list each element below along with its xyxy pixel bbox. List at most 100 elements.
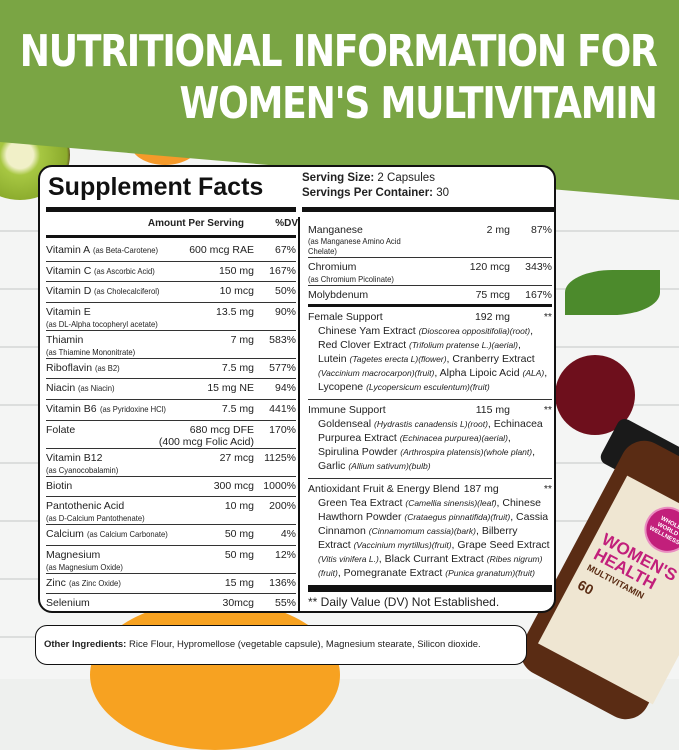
table-row: Molybdenum 75 mcg 167% <box>308 286 552 307</box>
nutrient-label: Folate <box>46 423 76 436</box>
nutrient-name: Magnesium (as Magnesium Oxide) <box>46 549 184 573</box>
blend-dv: ** <box>543 403 552 416</box>
table-row: Pantothenic Acid (as D-Calcium Pantothena… <box>46 497 296 526</box>
amount-note: (400 mcg Folic Acid) <box>158 435 254 448</box>
nutrient-source: (as Selenium Amino Acid Chelate) <box>46 610 162 611</box>
table-row: Vitamin B6 (as Pyridoxine HCl) 7.5 mg 441% <box>46 400 296 421</box>
blend-ingredients: Chinese Yam Extract (Dioscorea oppositif… <box>318 324 548 393</box>
nutrient-label: Vitamin D <box>46 285 92 298</box>
nutrient-source: (as Chromium Picolinate) <box>308 274 394 284</box>
nutrient-label: Molybdenum <box>308 289 369 301</box>
nutrient-name: Niacin (as Niacin) <box>46 382 184 394</box>
nutrient-label: Selenium <box>46 597 90 610</box>
nutrient-source: (as Manganese Amino Acid Chelate) <box>308 236 401 256</box>
table-row: Magnesium (as Magnesium Oxide) 50 mg 12% <box>46 546 296 574</box>
nutrient-source: (as D-Calcium Pantothenate) <box>46 513 145 524</box>
table-row: Chromium (as Chromium Picolinate) 120 mcg… <box>308 258 552 286</box>
nutrient-list-left: Vitamin A (as Beta-Carotene) 600 mcg RAE 6… <box>46 241 296 611</box>
blend-header: Female Support 192 mg ** <box>308 310 552 324</box>
footnote: ** Daily Value (DV) Not Established. <box>308 595 500 609</box>
nutrient-dv: 343% <box>525 261 552 273</box>
nutrient-name: Thiamin (as Thiamine Mononitrate) <box>46 334 184 358</box>
blend-amount: 115 mg <box>475 403 510 416</box>
blend-block: Immune Support 115 mg ** Goldenseal (Hydras… <box>308 400 552 479</box>
nutrient-label: Vitamin B12 <box>46 451 103 464</box>
title-line-2: WOMEN'S MULTIVITAMIN <box>179 78 658 129</box>
nutrient-dv: 90% <box>274 305 296 318</box>
nutrient-source: (as Thiamine Mononitrate) <box>46 346 136 357</box>
nutrient-amount: 30mcg <box>222 597 254 610</box>
nutrient-amount: 15 mg <box>224 576 254 589</box>
nutrient-amount: 27 mcg <box>219 451 254 464</box>
nutrient-dv: 1125% <box>264 451 296 464</box>
nutrient-name: Zinc (as Zinc Oxide) <box>46 577 184 589</box>
nutrient-amount: 15 mg NE <box>207 382 254 395</box>
nutrient-amount: 10 mcg <box>219 285 254 298</box>
nutrient-source: (as Beta-Carotene) <box>92 245 158 255</box>
nutrient-list-right: Manganese (as Manganese Amino Acid Chelat… <box>308 221 552 585</box>
nutrient-name: Vitamin D (as Cholecalciferol) <box>46 285 184 297</box>
nutrient-label: Niacin <box>46 382 76 395</box>
nutrient-name: Folate <box>46 424 134 436</box>
page-title: NUTRITIONAL INFORMATION FOR WOMEN'S MULT… <box>20 26 658 130</box>
panel-title: Supplement Facts <box>48 173 264 201</box>
table-row: Selenium (as Selenium Amino Acid Chelate… <box>46 594 296 611</box>
supplement-facts-panel: Supplement Facts Serving Size: 2 Capsule… <box>38 165 556 613</box>
blend-amount: 187 mg <box>463 482 499 495</box>
nutrient-amount: 2 mg <box>486 224 510 236</box>
nutrient-dv: 200% <box>269 500 296 513</box>
blend-name: Antioxidant Fruit & Energy Blend <box>308 482 460 495</box>
table-row: Manganese (as Manganese Amino Acid Chelat… <box>308 221 552 258</box>
column-headers: Amount Per Serving %DV <box>46 218 302 234</box>
nutrient-name: Riboflavin (as B2) <box>46 362 184 374</box>
nutrient-label: Thiamin <box>46 333 84 346</box>
nutrient-dv: 50% <box>274 285 296 298</box>
nutrient-name: Vitamin A (as Beta-Carotene) <box>46 244 184 256</box>
nutrient-name: Vitamin C (as Ascorbic Acid) <box>46 265 184 277</box>
divider <box>302 207 554 212</box>
table-row: Vitamin D (as Cholecalciferol) 10 mcg 50% <box>46 282 296 303</box>
nutrient-label: Vitamin B6 <box>46 402 97 415</box>
blend-dv: ** <box>543 482 552 495</box>
serving-info: Serving Size: 2 Capsules Servings Per Co… <box>302 171 449 201</box>
nutrient-dv: 136% <box>269 576 296 589</box>
serving-size-value: 2 Capsules <box>377 172 435 184</box>
other-ingredients-label: Other Ingredients: <box>44 639 127 650</box>
blend-header: Immune Support 115 mg ** <box>308 403 552 417</box>
blend-amount: 192 mg <box>474 310 510 323</box>
nutrient-amount: 7 mg <box>230 333 254 346</box>
nutrient-label: Pantothenic Acid <box>46 500 125 513</box>
nutrient-dv: 583% <box>269 333 296 346</box>
nutrient-source: (as Pyridoxine HCl) <box>99 403 166 414</box>
nutrient-dv: 167% <box>269 264 296 277</box>
nutrient-dv: 167% <box>525 289 552 301</box>
nutrient-source: (as Ascorbic Acid) <box>94 265 156 276</box>
table-row: Riboflavin (as B2) 7.5 mg 577% <box>46 359 296 380</box>
dv-header: %DV <box>275 218 298 229</box>
nutrient-dv: 67% <box>274 244 296 256</box>
nutrient-amount: 50 mg <box>224 528 254 541</box>
nutrient-source: (as B2) <box>95 362 120 373</box>
serving-size-label: Serving Size: <box>302 172 375 184</box>
table-row: Vitamin C (as Ascorbic Acid) 150 mg 167% <box>46 262 296 283</box>
nutrient-source: (as Zinc Oxide) <box>68 577 121 588</box>
amount-line: 680 mcg DFE <box>189 423 254 436</box>
nutrient-label: Calcium <box>46 528 84 541</box>
nutrient-source: (as DL-Alpha tocopheryl acetate) <box>46 318 158 329</box>
nutrient-label: Biotin <box>46 479 73 492</box>
divider <box>46 235 296 238</box>
nutrient-dv: 577% <box>269 361 296 374</box>
nutrient-dv: 12% <box>274 548 296 561</box>
nutrient-amount: 680 mcg DFE (400 mcg Folic Acid) <box>134 424 254 448</box>
nutrient-label: Vitamin A <box>46 244 90 256</box>
table-row: Zinc (as Zinc Oxide) 15 mg 136% <box>46 574 296 595</box>
table-row: Vitamin B12 (as Cyanocobalamin) 27 mcg 112… <box>46 449 296 477</box>
table-row: Vitamin A (as Beta-Carotene) 600 mcg RAE 6… <box>46 241 296 262</box>
nutrient-source: (as Calcium Carbonate) <box>86 529 168 540</box>
blend-name: Immune Support <box>308 403 386 416</box>
nutrient-label: Manganese <box>308 224 363 236</box>
nutrient-source: (as Cyanocobalamin) <box>46 464 119 475</box>
nutrient-dv: 441% <box>269 402 296 415</box>
table-row: Niacin (as Niacin) 15 mg NE 94% <box>46 379 296 400</box>
blend-dv: ** <box>543 310 552 323</box>
